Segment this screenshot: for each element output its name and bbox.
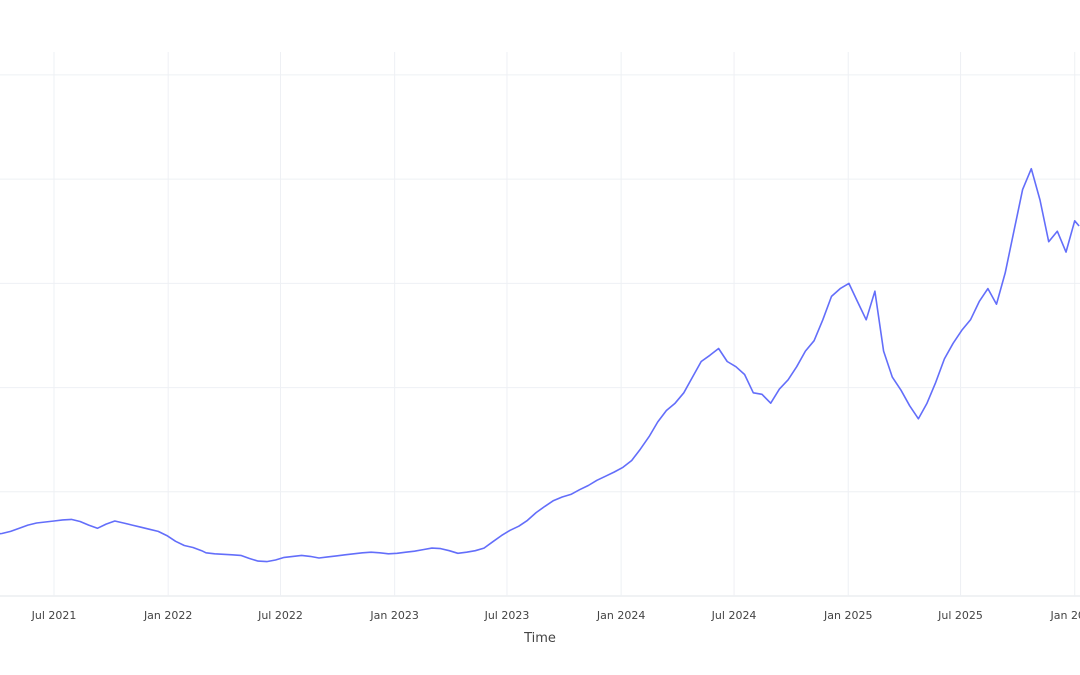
x-tick-label: Jul 2021 [31, 609, 77, 622]
x-axis-title: Time [523, 631, 556, 646]
x-tick-label: Jan 2026 [1049, 609, 1080, 622]
line-layer [0, 167, 1080, 563]
x-tick-label: Jan 2024 [596, 609, 645, 622]
series-line [0, 167, 1080, 563]
x-tick-label: Jul 2023 [484, 609, 530, 622]
x-tick-label: Jul 2025 [937, 609, 983, 622]
x-axis-ticks: Jul 2021 Jan 2022 Jul 2022 Jan 2023 Jul 2023… [31, 609, 1080, 622]
x-tick-label: Jan 2023 [369, 609, 418, 622]
x-tick-label: Jan 2022 [143, 609, 192, 622]
x-tick-label: Jul 2022 [257, 609, 303, 622]
grid-layer [0, 52, 1080, 597]
x-tick-label: Jul 2024 [711, 609, 757, 622]
x-tick-label: Jan 2025 [823, 609, 872, 622]
